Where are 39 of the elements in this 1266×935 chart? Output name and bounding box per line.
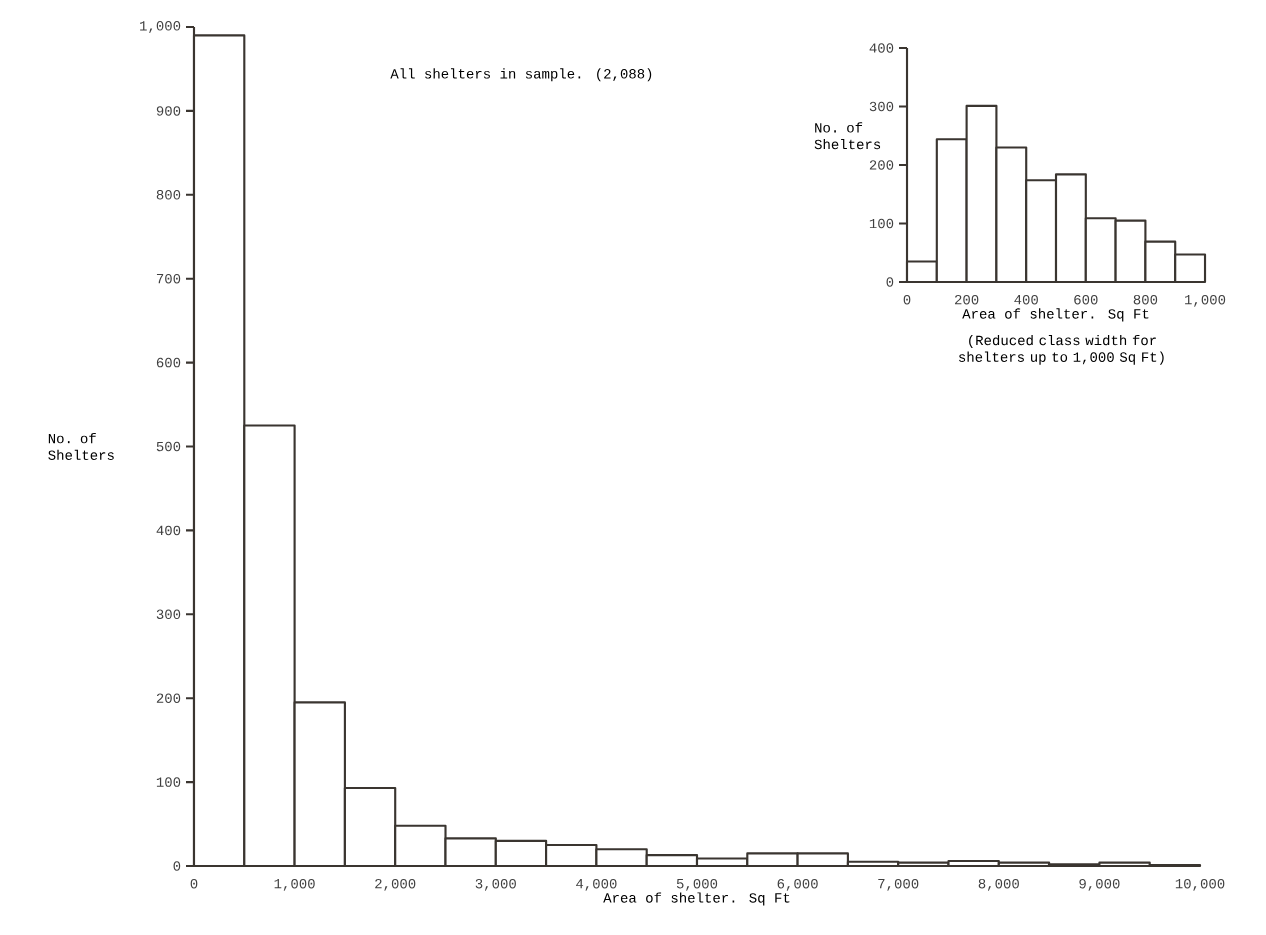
x-tick-label: 10,000 (1175, 878, 1225, 891)
x-axis-title: Area of shelter. Sq Ft (962, 308, 1149, 322)
y-tick-label: 300 (869, 101, 894, 112)
x-axis-title: Area of shelter. Sq Ft (603, 892, 790, 906)
x-tick-label: 7,000 (878, 878, 919, 891)
x-tick-label: 1,000 (274, 878, 315, 891)
y-tick-label: 0 (173, 861, 181, 871)
y-tick-label: 900 (156, 106, 181, 116)
x-tick-label: 600 (1074, 294, 1098, 305)
y-tick-label: 100 (869, 218, 894, 229)
x-tick-label: 5,000 (676, 878, 718, 891)
x-tick-label: 6,000 (777, 878, 818, 891)
y-tick-label: 300 (156, 609, 181, 620)
x-tick-label: 8,000 (978, 878, 1019, 891)
x-tick-label: 3,000 (475, 878, 516, 891)
y-tick-label: 200 (156, 693, 181, 703)
y-tick-label: 100 (156, 777, 181, 787)
y-tick-label: 500 (156, 441, 181, 452)
x-tick-label: 2,000 (375, 878, 416, 891)
y-tick-label: 400 (869, 43, 894, 53)
y-tick-label: 0 (886, 277, 894, 287)
annotation: (Reduced class width for shelters up to 1,000 Sq Ft) (959, 334, 1164, 365)
x-tick-label: 400 (1014, 294, 1038, 305)
x-tick-label: 800 (1133, 294, 1158, 305)
x-tick-label: 9,000 (1079, 878, 1120, 891)
x-tick-label: 4,000 (576, 878, 617, 891)
y-tick-label: 800 (156, 190, 181, 200)
y-tick-label: 400 (156, 525, 181, 536)
x-tick-label: 1,000 (1185, 294, 1226, 307)
y-tick-label: 200 (869, 160, 894, 170)
y-tick-label: 700 (156, 273, 181, 284)
y-tick-label: 1,000 (140, 21, 181, 33)
annotation: All shelters in sample. (2,088) (390, 68, 652, 82)
y-axis-title: No. of Shelters (814, 122, 881, 150)
x-tick-label: 200 (954, 294, 979, 305)
y-axis-title: No. of Shelters (48, 433, 114, 460)
y-tick-label: 600 (156, 357, 181, 368)
x-tick-label: 0 (903, 294, 911, 305)
x-tick-label: 0 (190, 878, 198, 889)
